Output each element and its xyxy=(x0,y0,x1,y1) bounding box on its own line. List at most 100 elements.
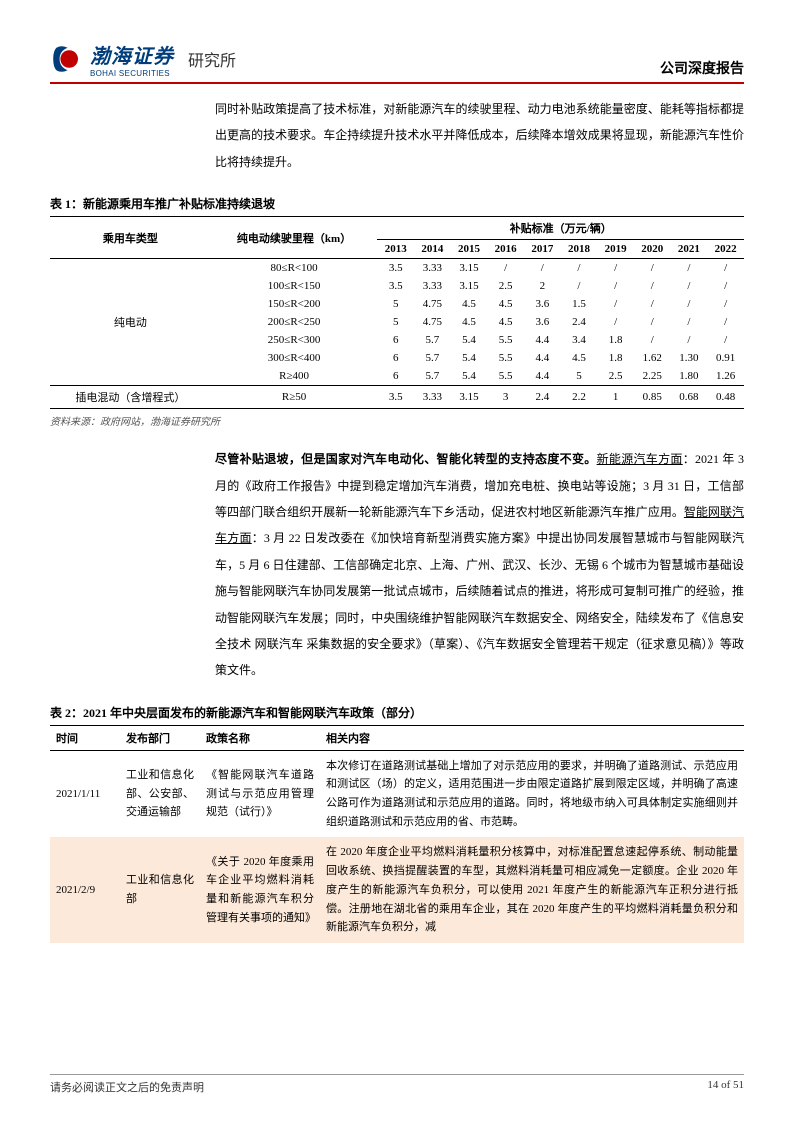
cell-value: 6 xyxy=(377,367,414,386)
paragraph-2: 尽管补贴退坡，但是国家对汽车电动化、智能化转型的支持态度不变。新能源汽车方面：2… xyxy=(215,446,744,684)
cell-range: 200≤R<250 xyxy=(211,313,378,331)
cell-value: / xyxy=(707,295,744,313)
cell-value: / xyxy=(561,259,598,278)
company-name-en: BOHAI SECURITIES xyxy=(90,69,174,78)
th-policy-3: 相关内容 xyxy=(320,725,744,750)
cell-value: / xyxy=(671,331,708,349)
cell-range: 150≤R<200 xyxy=(211,295,378,313)
cell-value: 4.75 xyxy=(414,313,451,331)
cell-value: 1.62 xyxy=(634,349,671,367)
cell-type-phev: 插电混动（含增程式） xyxy=(50,386,211,409)
cell-value: 4.5 xyxy=(451,313,488,331)
cell-type-bev: 纯电动 xyxy=(50,259,211,386)
report-type: 公司深度报告 xyxy=(660,58,744,78)
cell-value: 2.4 xyxy=(561,313,598,331)
cell-value: 1.8 xyxy=(597,349,634,367)
th-year: 2017 xyxy=(524,240,561,259)
cell: 《智能网联汽车道路测试与示范应用管理规范（试行）》 xyxy=(200,750,320,837)
cell-value: / xyxy=(634,259,671,278)
cell-value: 2.2 xyxy=(561,386,598,409)
th-year: 2022 xyxy=(707,240,744,259)
th-year: 2014 xyxy=(414,240,451,259)
cell-value: 1.26 xyxy=(707,367,744,386)
cell-value: 4.4 xyxy=(524,331,561,349)
page-header: 渤海证券 BOHAI SECURITIES 研究所 公司深度报告 xyxy=(50,40,744,84)
cell-value: 2.5 xyxy=(597,367,634,386)
cell-value: 5.5 xyxy=(487,349,524,367)
cell-value: / xyxy=(597,277,634,295)
cell-value: 1.8 xyxy=(597,331,634,349)
th-type: 乘用车类型 xyxy=(50,217,211,259)
cell-value: 1.30 xyxy=(671,349,708,367)
p2-t2: ：3 月 22 日发改委在《加快培育新型消费实施方案》中提出协同发展智慧城市与智… xyxy=(215,531,744,677)
page-number: 14 of 51 xyxy=(707,1079,744,1095)
cell-value: / xyxy=(634,277,671,295)
th-policy-0: 时间 xyxy=(50,725,120,750)
th-year: 2018 xyxy=(561,240,598,259)
cell-value: 1.80 xyxy=(671,367,708,386)
company-name-cn: 渤海证券 xyxy=(90,40,174,69)
table2-title: 表 2：2021 年中央层面发布的新能源汽车和智能网联汽车政策（部分） xyxy=(50,704,744,721)
subsidy-table: 乘用车类型 纯电动续驶里程（km） 补贴标准（万元/辆） 20132014201… xyxy=(50,216,744,409)
th-year: 2021 xyxy=(671,240,708,259)
cell-value: 4.75 xyxy=(414,295,451,313)
cell-value: 3.33 xyxy=(414,277,451,295)
table-row: 纯电动80≤R<1003.53.333.15/////// xyxy=(50,259,744,278)
cell-value: 3.33 xyxy=(414,386,451,409)
cell: 工业和信息化部 xyxy=(120,837,200,942)
cell-value: 3.5 xyxy=(377,277,414,295)
cell-value: 5.7 xyxy=(414,349,451,367)
cell-value: / xyxy=(597,259,634,278)
cell-value: 4.5 xyxy=(487,313,524,331)
cell-range: 80≤R<100 xyxy=(211,259,378,278)
cell-range: R≥50 xyxy=(211,386,378,409)
cell-value: / xyxy=(634,295,671,313)
table1-title: 表 1：新能源乘用车推广补贴标准持续退坡 xyxy=(50,195,744,212)
cell: 2021/2/9 xyxy=(50,837,120,942)
cell-value: 2.5 xyxy=(487,277,524,295)
paragraph-1: 同时补贴政策提高了技术标准，对新能源汽车的续驶里程、动力电池系统能量密度、能耗等… xyxy=(215,96,744,175)
disclaimer-text: 请务必阅读正文之后的免责声明 xyxy=(50,1079,204,1095)
p2-u1: 新能源汽车方面 xyxy=(597,452,683,466)
cell-value: 5.4 xyxy=(451,367,488,386)
cell-value: 4.5 xyxy=(451,295,488,313)
cell-value: / xyxy=(671,313,708,331)
cell-value: / xyxy=(707,313,744,331)
cell-value: 5.5 xyxy=(487,331,524,349)
th-policy-2: 政策名称 xyxy=(200,725,320,750)
cell-value: 3.6 xyxy=(524,295,561,313)
cell-value: 5.5 xyxy=(487,367,524,386)
cell-value: 3 xyxy=(487,386,524,409)
cell-value: 3.15 xyxy=(451,277,488,295)
cell: 《关于 2020 年度乘用车企业平均燃料消耗量和新能源汽车积分管理有关事项的通知… xyxy=(200,837,320,942)
cell-value: / xyxy=(634,331,671,349)
cell-value: 5 xyxy=(561,367,598,386)
cell-value: 5 xyxy=(377,295,414,313)
cell-value: 2.25 xyxy=(634,367,671,386)
cell-value: / xyxy=(671,277,708,295)
institute-label: 研究所 xyxy=(188,47,236,71)
cell-range: 250≤R<300 xyxy=(211,331,378,349)
cell-value: 4.4 xyxy=(524,349,561,367)
cell-value: 1.5 xyxy=(561,295,598,313)
cell-value: 0.68 xyxy=(671,386,708,409)
cell-value: 0.85 xyxy=(634,386,671,409)
table-row: 2021/2/9工业和信息化部《关于 2020 年度乘用车企业平均燃料消耗量和新… xyxy=(50,837,744,942)
th-year: 2015 xyxy=(451,240,488,259)
cell-value: / xyxy=(707,331,744,349)
cell-value: 4.4 xyxy=(524,367,561,386)
th-year: 2013 xyxy=(377,240,414,259)
cell-value: / xyxy=(671,259,708,278)
cell-value: / xyxy=(487,259,524,278)
cell-value: 5 xyxy=(377,313,414,331)
policy-table: 时间发布部门政策名称相关内容 2021/1/11工业和信息化部、公安部、交通运输… xyxy=(50,725,744,943)
cell-value: 6 xyxy=(377,349,414,367)
cell-value: 5.7 xyxy=(414,367,451,386)
page-footer: 请务必阅读正文之后的免责声明 14 of 51 xyxy=(50,1074,744,1095)
cell-value: 3.15 xyxy=(451,386,488,409)
cell-value: 0.48 xyxy=(707,386,744,409)
th-year: 2020 xyxy=(634,240,671,259)
cell-value: 2 xyxy=(524,277,561,295)
cell-value: 4.5 xyxy=(561,349,598,367)
th-subsidy: 补贴标准（万元/辆） xyxy=(377,217,744,240)
